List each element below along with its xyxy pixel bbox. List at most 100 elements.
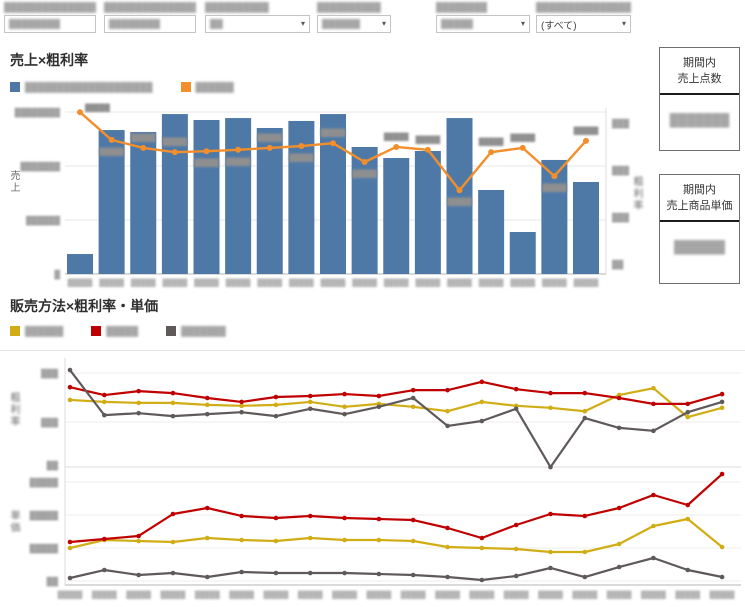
line-point[interactable] xyxy=(719,399,725,405)
line-point[interactable] xyxy=(548,511,553,517)
line-point[interactable] xyxy=(445,574,450,580)
line-point[interactable] xyxy=(342,515,347,521)
line-point[interactable] xyxy=(651,492,656,498)
line-point[interactable] xyxy=(307,513,313,519)
line-point[interactable] xyxy=(616,505,622,511)
line-point[interactable] xyxy=(204,574,210,580)
line-point[interactable] xyxy=(361,159,368,166)
aggregation-dropdown[interactable]: ██ ▾ xyxy=(205,15,310,33)
line-point[interactable] xyxy=(307,399,313,405)
line-point[interactable] xyxy=(204,411,210,417)
line-point[interactable] xyxy=(479,418,485,424)
line-point[interactable] xyxy=(685,502,691,508)
line-point[interactable] xyxy=(140,144,147,151)
line-point[interactable] xyxy=(685,414,691,420)
line-point[interactable] xyxy=(582,574,588,580)
line-point[interactable] xyxy=(376,516,382,522)
legend-item-margin[interactable]: ██████ xyxy=(180,82,234,92)
line-point[interactable] xyxy=(548,405,553,411)
line-point[interactable] xyxy=(170,539,176,545)
sales-method-dropdown[interactable]: ██████ ▾ xyxy=(317,15,391,33)
series-line[interactable] xyxy=(69,517,723,554)
bar[interactable] xyxy=(225,118,252,274)
line-point[interactable] xyxy=(239,513,244,519)
line-point[interactable] xyxy=(342,404,347,410)
bar[interactable] xyxy=(320,114,346,274)
bar[interactable] xyxy=(573,181,599,274)
line-point[interactable] xyxy=(330,140,336,147)
line-point[interactable] xyxy=(513,546,519,552)
line-point[interactable] xyxy=(273,394,279,400)
line-point[interactable] xyxy=(67,539,73,545)
line-point[interactable] xyxy=(102,567,107,573)
legend-item-sales[interactable]: ████████████████████ xyxy=(10,82,153,92)
series-line[interactable] xyxy=(69,380,723,405)
line-point[interactable] xyxy=(513,522,519,528)
line-point[interactable] xyxy=(410,395,416,401)
line-point[interactable] xyxy=(136,410,141,416)
line-point[interactable] xyxy=(67,545,73,551)
bar[interactable] xyxy=(414,150,441,274)
line-point[interactable] xyxy=(204,395,210,401)
line-point[interactable] xyxy=(204,402,210,408)
line-point[interactable] xyxy=(136,533,141,539)
line-point[interactable] xyxy=(685,516,691,522)
line-point[interactable] xyxy=(307,393,313,399)
line-point[interactable] xyxy=(424,146,431,153)
line-point[interactable] xyxy=(307,406,313,412)
series-line[interactable] xyxy=(69,369,723,469)
line-point[interactable] xyxy=(102,399,107,405)
line-point[interactable] xyxy=(685,409,691,415)
line-point[interactable] xyxy=(203,148,210,155)
line-point[interactable] xyxy=(719,405,725,411)
bar[interactable] xyxy=(98,130,125,274)
line-point[interactable] xyxy=(479,379,485,385)
line-point[interactable] xyxy=(170,413,176,419)
line-point[interactable] xyxy=(136,538,141,544)
line-point[interactable] xyxy=(685,401,691,407)
line-point[interactable] xyxy=(513,573,519,579)
line-point[interactable] xyxy=(651,401,656,407)
line-point[interactable] xyxy=(616,425,622,431)
line-point[interactable] xyxy=(548,390,553,396)
line-point[interactable] xyxy=(376,393,382,399)
line-point[interactable] xyxy=(376,537,382,543)
line-point[interactable] xyxy=(582,390,588,396)
line-point[interactable] xyxy=(273,570,279,576)
line-point[interactable] xyxy=(376,404,382,410)
line-point[interactable] xyxy=(445,544,450,550)
series-line[interactable] xyxy=(69,473,723,544)
bar[interactable] xyxy=(161,114,188,274)
product-category-dropdown[interactable]: █████ ▾ xyxy=(436,15,530,33)
bar[interactable] xyxy=(509,231,536,274)
line-point[interactable] xyxy=(102,536,107,542)
line-point[interactable] xyxy=(239,403,244,409)
line-point[interactable] xyxy=(685,567,691,573)
line-point[interactable] xyxy=(582,549,588,555)
line-point[interactable] xyxy=(307,535,313,541)
line-point[interactable] xyxy=(548,565,553,571)
bar[interactable] xyxy=(256,127,283,274)
bar[interactable] xyxy=(130,131,157,274)
line-point[interactable] xyxy=(651,385,656,391)
line-point[interactable] xyxy=(307,570,313,576)
line-point[interactable] xyxy=(342,537,347,543)
line-point[interactable] xyxy=(651,428,656,434)
line-point[interactable] xyxy=(170,400,176,406)
line-point[interactable] xyxy=(479,535,485,541)
line-point[interactable] xyxy=(102,392,107,398)
line-point[interactable] xyxy=(342,391,347,397)
line-point[interactable] xyxy=(651,555,656,561)
line-point[interactable] xyxy=(67,367,73,373)
date-to-input[interactable]: ████████ xyxy=(104,15,196,33)
line-point[interactable] xyxy=(170,570,176,576)
line-point[interactable] xyxy=(616,564,622,570)
line-point[interactable] xyxy=(239,569,244,575)
line-point[interactable] xyxy=(719,471,725,477)
line-point[interactable] xyxy=(67,575,73,581)
bar[interactable] xyxy=(383,158,410,274)
line-point[interactable] xyxy=(719,391,725,397)
line-point[interactable] xyxy=(551,173,558,180)
line-point[interactable] xyxy=(204,535,210,541)
line-point[interactable] xyxy=(651,523,656,529)
